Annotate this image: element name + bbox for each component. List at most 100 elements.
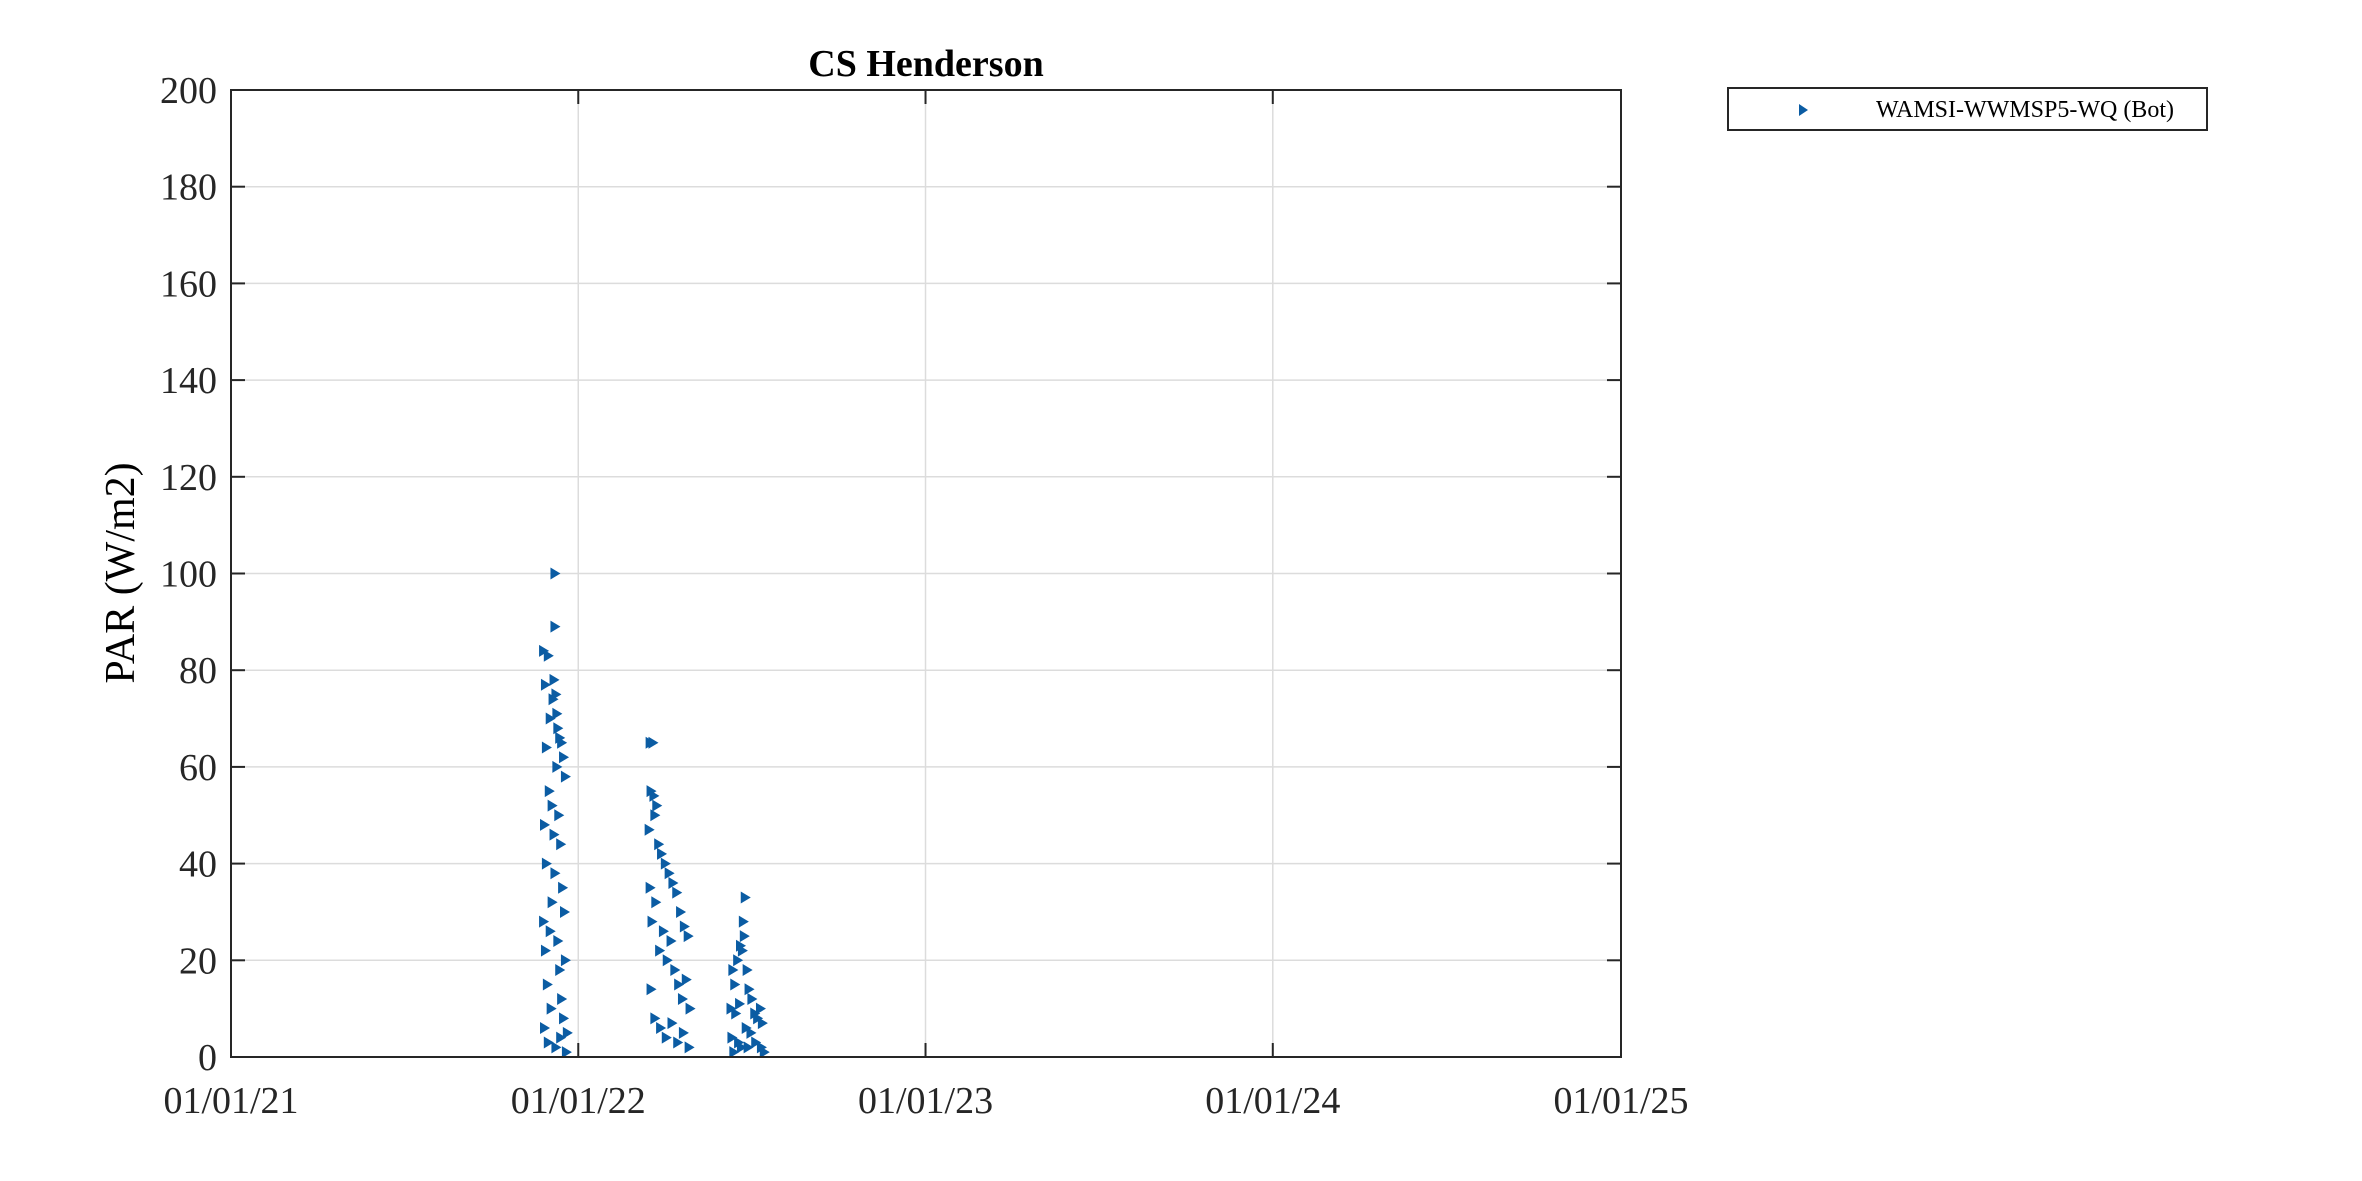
- data-point: [658, 925, 669, 938]
- y-tick-label: 20: [179, 940, 217, 982]
- data-point: [755, 1002, 766, 1015]
- data-point: [738, 915, 749, 928]
- data-point: [650, 809, 661, 822]
- data-point: [646, 983, 657, 996]
- y-axis-label: PAR (W/m2): [98, 462, 144, 683]
- data-point: [734, 1036, 745, 1049]
- data-point: [736, 1041, 747, 1054]
- data-point: [554, 809, 565, 822]
- data-point: [651, 896, 662, 909]
- data-point: [560, 954, 571, 967]
- data-point: [546, 1002, 557, 1015]
- data-point: [666, 934, 677, 947]
- data-point: [664, 867, 675, 880]
- data-point: [557, 736, 568, 749]
- data-point: [539, 915, 550, 928]
- data-point: [547, 799, 558, 812]
- data-point: [543, 649, 554, 662]
- data-point: [549, 673, 560, 686]
- data-point: [551, 1041, 562, 1054]
- data-point: [756, 1041, 767, 1054]
- data-point: [751, 1036, 762, 1049]
- data-point: [674, 978, 685, 991]
- y-tick-label: 60: [179, 747, 217, 789]
- data-point: [545, 925, 556, 938]
- data-point: [739, 930, 750, 943]
- data-point: [677, 992, 688, 1005]
- data-point: [683, 930, 694, 943]
- data-point: [550, 620, 561, 633]
- data-point: [652, 799, 663, 812]
- grid-lines: [231, 90, 1621, 1057]
- data-point: [543, 1036, 554, 1049]
- data-point: [542, 978, 553, 991]
- plot-frame: [230, 89, 1622, 1058]
- data-point: [676, 905, 687, 918]
- data-point: [560, 770, 571, 783]
- data-point: [744, 983, 755, 996]
- data-point: [746, 1026, 757, 1039]
- data-point: [662, 954, 673, 967]
- x-tick-label: 01/01/24: [1205, 1080, 1340, 1122]
- data-point: [737, 944, 748, 957]
- data-point: [654, 838, 665, 851]
- y-tick-label: 80: [179, 650, 217, 692]
- data-point: [668, 876, 679, 889]
- data-point: [555, 963, 566, 976]
- data-point: [673, 1036, 684, 1049]
- data-point: [731, 1007, 742, 1020]
- data-point: [684, 1041, 695, 1054]
- x-tick-label: 01/01/21: [163, 1080, 298, 1122]
- data-point: [548, 693, 559, 706]
- data-point: [553, 722, 564, 735]
- data-point: [657, 847, 668, 860]
- data-point: [550, 567, 561, 580]
- data-point: [556, 1031, 567, 1044]
- data-point: [685, 1002, 696, 1015]
- legend-entry-label: WAMSI-WWMSP5-WQ (Bot): [1876, 97, 2174, 123]
- data-point: [559, 751, 570, 764]
- data-point: [759, 1046, 770, 1059]
- data-point: [750, 1007, 761, 1020]
- data-point: [550, 867, 561, 880]
- data-point: [742, 963, 753, 976]
- data-point: [547, 896, 558, 909]
- y-tick-label: 180: [160, 167, 217, 209]
- data-point: [727, 1031, 738, 1044]
- data-point: [646, 785, 657, 798]
- data-point: [644, 823, 655, 836]
- data-point: [660, 857, 671, 870]
- data-point: [679, 920, 690, 933]
- data-point: [733, 954, 744, 967]
- y-tick-label: 160: [160, 263, 217, 305]
- data-point: [728, 963, 739, 976]
- data-point: [672, 886, 683, 899]
- data-point: [544, 785, 555, 798]
- data-point: [735, 997, 746, 1010]
- data-point: [562, 1026, 573, 1039]
- chart-title: CS Henderson: [808, 43, 1043, 85]
- y-tick-label: 200: [160, 70, 217, 112]
- data-point: [757, 1017, 768, 1030]
- data-point: [670, 963, 681, 976]
- x-tick-label: 01/01/25: [1553, 1080, 1688, 1122]
- legend-box: [1727, 87, 2208, 131]
- data-point: [551, 688, 562, 701]
- data-point: [650, 1012, 661, 1025]
- data-point: [541, 857, 552, 870]
- data-point: [649, 789, 660, 802]
- data-point: [667, 1017, 678, 1030]
- data-point: [540, 944, 551, 957]
- legend: WAMSI-WWMSP5-WQ (Bot): [1727, 87, 2208, 131]
- data-point: [549, 828, 560, 841]
- y-tick-label: 120: [160, 457, 217, 499]
- data-point: [647, 915, 658, 928]
- data-point: [645, 881, 656, 894]
- y-tick-label: 140: [160, 360, 217, 402]
- data-point: [553, 934, 564, 947]
- data-point: [740, 891, 751, 904]
- y-tick-label: 0: [198, 1037, 217, 1079]
- data-point: [556, 838, 567, 851]
- data-point: [681, 973, 692, 986]
